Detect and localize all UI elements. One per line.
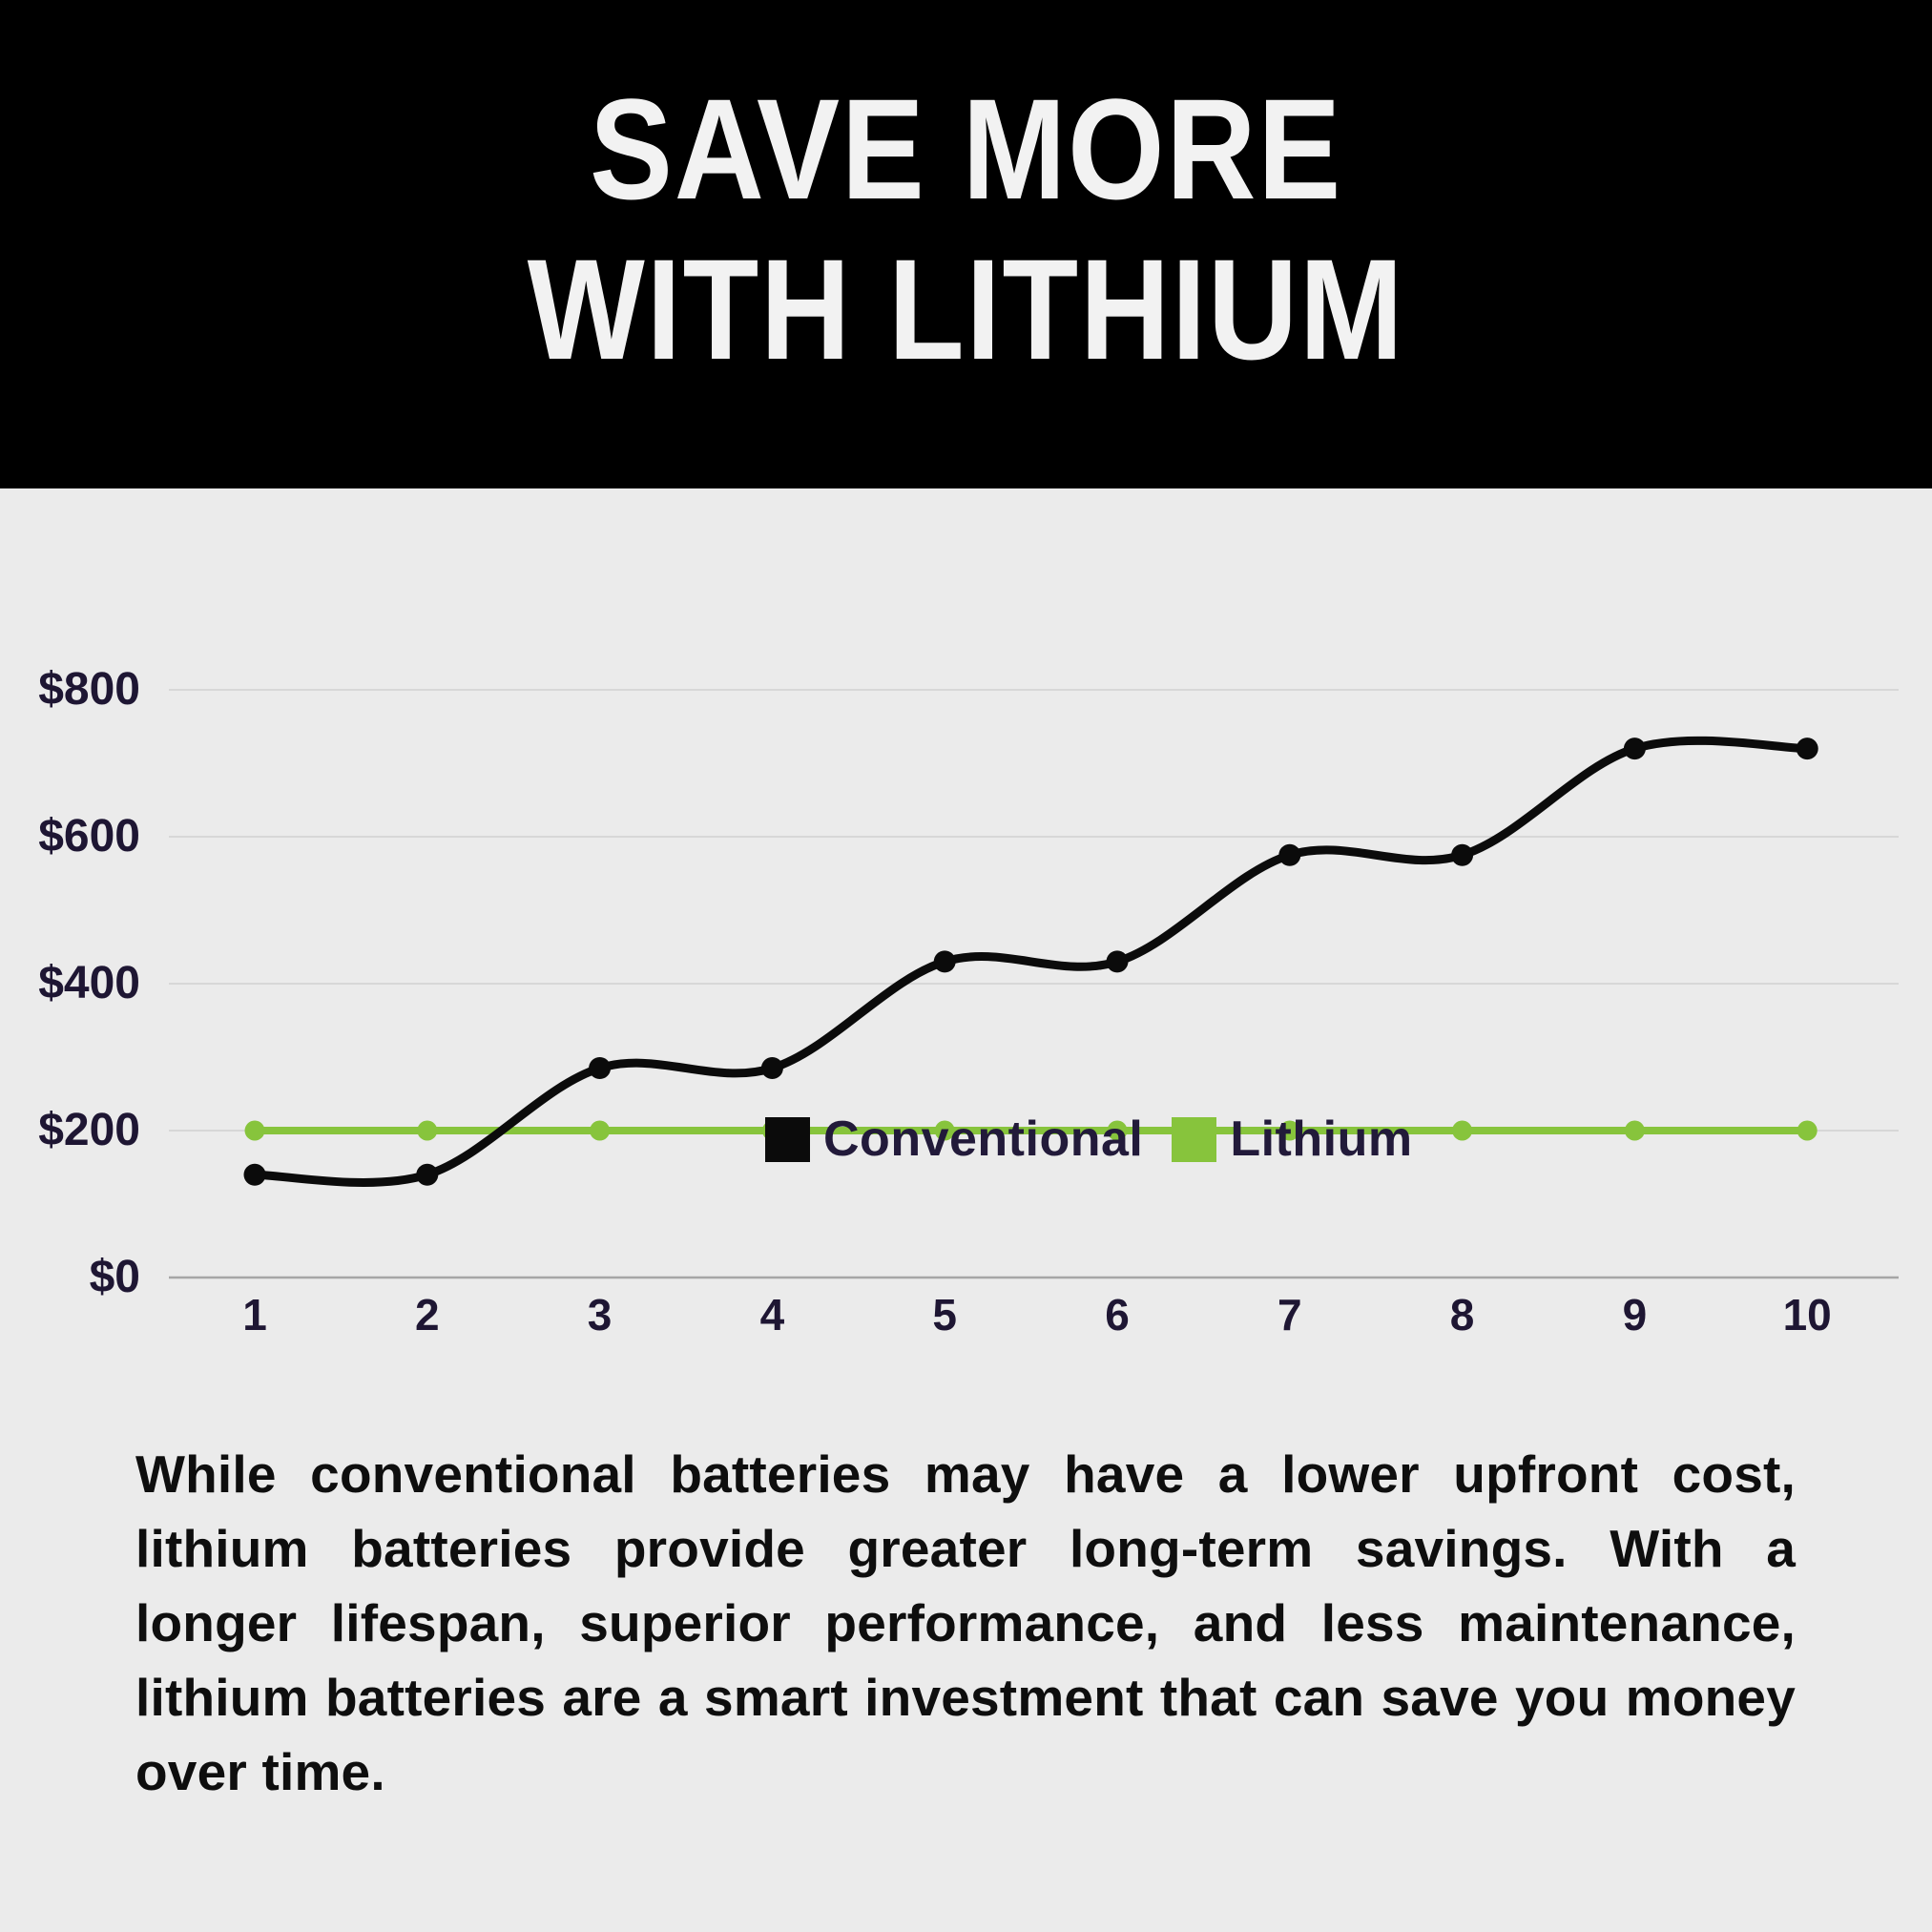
conventional-data-point: [1451, 843, 1474, 866]
x-tick-label: 1: [242, 1290, 267, 1340]
conventional-data-point: [589, 1057, 612, 1080]
chart-legend: Conventional Lithium: [765, 1111, 1413, 1168]
lithium-data-point: [1624, 1120, 1645, 1141]
x-tick-label: 8: [1449, 1290, 1475, 1340]
description-line: longer lifespan, superior performance, a…: [135, 1593, 1796, 1652]
y-tick-label: $800: [38, 664, 140, 715]
description-line: lithium batteries provide greater long-t…: [135, 1519, 1796, 1578]
page-title: SAVE MORE WITH LITHIUM: [126, 69, 1807, 389]
y-tick-label: $200: [38, 1105, 140, 1155]
savings-line-chart: Conventional Lithium $0 $200 $400 $600 $800 1…: [0, 488, 1932, 1393]
legend-swatch-lithium: [1172, 1116, 1217, 1162]
lithium-data-point: [590, 1120, 611, 1141]
x-tick-label: 7: [1278, 1290, 1302, 1340]
description-text: While conventional batteries may have a …: [135, 1437, 1796, 1809]
conventional-data-point: [416, 1163, 439, 1186]
legend-item-conventional: Conventional: [765, 1111, 1143, 1168]
x-tick-label: 9: [1622, 1290, 1648, 1340]
conventional-data-point: [243, 1163, 266, 1186]
lithium-data-point: [934, 1120, 955, 1141]
page-title-line-1: SAVE MORE: [589, 69, 1343, 229]
description-line: While conventional batteries may have a …: [135, 1444, 1796, 1504]
x-tick-label: 2: [415, 1290, 440, 1340]
legend-swatch-conventional: [765, 1116, 810, 1162]
chart-canvas: [169, 689, 1899, 1279]
x-tick-label: 6: [1105, 1290, 1130, 1340]
y-tick-label: $0: [89, 1252, 140, 1302]
conventional-data-point: [1278, 843, 1301, 866]
page-title-line-2: WITH LITHIUM: [527, 229, 1405, 389]
conventional-line: [250, 736, 1812, 1187]
description-line: over time.: [135, 1742, 385, 1801]
y-tick-label: $400: [38, 958, 140, 1008]
x-tick-label: 5: [932, 1290, 957, 1340]
legend-item-lithium: Lithium: [1172, 1111, 1412, 1168]
description-line: lithium batteries are a smart investment…: [135, 1668, 1796, 1727]
conventional-data-point: [760, 1057, 783, 1080]
x-tick-label: 3: [587, 1290, 613, 1340]
lithium-data-point: [244, 1120, 265, 1141]
x-tick-label: 4: [759, 1290, 785, 1340]
lithium-data-point: [1452, 1120, 1473, 1141]
legend-label: Lithium: [1230, 1111, 1413, 1167]
lithium-data-point: [1797, 1120, 1818, 1141]
lithium-data-point: [1279, 1120, 1300, 1141]
header-banner: SAVE MORE WITH LITHIUM: [0, 0, 1932, 488]
lithium-data-point: [417, 1120, 438, 1141]
conventional-data-point: [933, 950, 956, 973]
legend-label: Conventional: [823, 1111, 1144, 1167]
conventional-data-point: [1623, 737, 1646, 760]
conventional-data-point: [1796, 737, 1818, 760]
conventional-data-point: [1106, 950, 1129, 973]
y-tick-label: $600: [38, 811, 140, 862]
x-tick-label: 10: [1782, 1290, 1832, 1340]
lithium-data-point: [1107, 1120, 1128, 1141]
